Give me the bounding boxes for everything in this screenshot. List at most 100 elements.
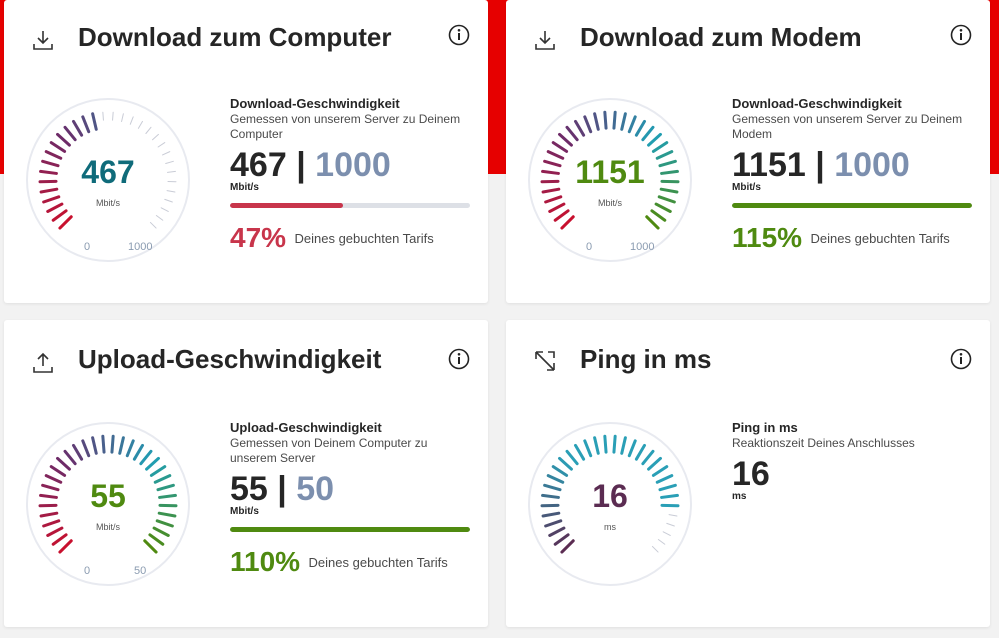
gauge-tick: [651, 141, 669, 153]
metric-description: Gemessen von unserem Server zu Deinem Co…: [230, 112, 461, 141]
percent-value: 115%: [732, 222, 803, 253]
gauge-tick: [620, 436, 627, 455]
gauge-tick: [546, 474, 565, 484]
card-title: Download zum Modem: [580, 22, 862, 52]
gauge-tick: [121, 113, 124, 123]
gauge-tick: [627, 115, 637, 134]
info-icon[interactable]: [448, 348, 470, 370]
metric-unit: Mbit/s: [230, 182, 259, 193]
gauge-tick: [558, 132, 573, 147]
gauge-tick: [145, 126, 152, 134]
card-title: Upload-Geschwindigkeit: [78, 344, 382, 374]
gauge-tick: [72, 443, 84, 461]
gauge-tick: [620, 112, 627, 131]
metric-values: 16: [732, 455, 976, 493]
gauge-tick: [46, 526, 64, 537]
gauge-tick: [551, 141, 569, 153]
gauge-tick: [162, 151, 171, 156]
gauge-tick: [654, 202, 672, 213]
gauge-tick: [156, 483, 175, 492]
gauge-tick: [553, 209, 570, 222]
gauge-unit: Mbit/s: [95, 198, 120, 208]
metric-description: Gemessen von Deinem Computer zu unserem …: [230, 436, 428, 465]
gauge-tick: [641, 125, 655, 142]
gauge-tick: [81, 439, 91, 458]
metric-values: 467 | 1000: [230, 146, 474, 184]
gauge-tick: [655, 474, 674, 484]
gauge-tick: [51, 533, 68, 546]
gauge-tick: [91, 112, 98, 131]
gauge-tick: [152, 133, 159, 141]
gauge-tick: [42, 195, 61, 204]
gauge-value: 1151: [575, 154, 645, 190]
gauge-tick: [651, 545, 659, 553]
gauge-value: 16: [592, 478, 628, 514]
upload-icon: [33, 352, 53, 373]
gauge-tick: [157, 142, 166, 148]
speed-gauge: 1151 Mbit/s 0 1000: [528, 98, 692, 262]
gauge-unit: ms: [604, 522, 616, 532]
gauge-tick: [560, 215, 575, 230]
progress-bar: [230, 527, 470, 532]
gauge-tick: [49, 465, 67, 477]
value-separator: |: [815, 146, 825, 184]
metric-label: Download-Geschwindigkeit: [230, 96, 400, 111]
gauge-tick: [650, 209, 667, 222]
progress-fill: [732, 203, 972, 208]
gauge-tick: [143, 539, 158, 554]
metric-unit: Mbit/s: [230, 506, 259, 517]
info-icon[interactable]: [448, 24, 470, 46]
gauge-tick: [39, 187, 59, 194]
gauge-tick: [39, 493, 58, 499]
percent-value: 110%: [230, 546, 301, 577]
gauge-tick: [544, 519, 563, 528]
metric-description: Gemessen von unserem Server zu Deinem Mo…: [732, 112, 963, 141]
gauge-tick: [56, 456, 71, 471]
gauge-tick: [551, 465, 569, 477]
gauge-tick: [167, 170, 176, 173]
percent-row: 47% Deines gebuchten Tarifs: [230, 222, 474, 254]
gauge-tick: [125, 439, 135, 458]
gauge-tick: [81, 115, 91, 134]
gauge-tick: [560, 539, 575, 554]
gauge-tick: [574, 443, 586, 461]
gauge-tick: [63, 449, 77, 466]
gauge-min-label: 0: [84, 241, 91, 253]
speed-gauge: 467 Mbit/s 0 1000: [26, 98, 190, 262]
gauge-tick: [583, 115, 593, 134]
progress-bar: [230, 203, 470, 208]
gauge-tick: [541, 187, 561, 194]
gauge-tick: [546, 150, 565, 160]
gauge-tick: [660, 169, 679, 175]
gauge-min-label: 0: [586, 241, 593, 253]
gauge-value: 467: [81, 154, 135, 190]
info-icon[interactable]: [950, 348, 972, 370]
gauge-tick: [101, 434, 106, 454]
gauge-tick: [627, 439, 637, 458]
target-value: 1000: [315, 146, 391, 184]
gauge-tick: [658, 483, 677, 492]
download-icon: [535, 31, 555, 50]
gauge-tick: [139, 449, 153, 466]
metric-unit: ms: [732, 491, 747, 502]
gauge-tick: [155, 519, 174, 528]
metric-panel: Download-Geschwindigkeit Gemessen von un…: [230, 96, 474, 254]
gauge-tick: [51, 209, 68, 222]
value-separator: |: [296, 146, 306, 184]
percent-value: 47%: [230, 222, 287, 253]
metric-label: Download-Geschwindigkeit: [732, 96, 902, 111]
percent-text: Deines gebuchten Tarifs: [810, 230, 950, 246]
gauge-tick: [58, 215, 73, 230]
info-icon[interactable]: [950, 24, 972, 46]
metric-panel: Download-Geschwindigkeit Gemessen von un…: [732, 96, 976, 254]
gauge-tick: [158, 493, 177, 499]
percent-text: Deines gebuchten Tarifs: [294, 230, 434, 246]
metric-description: Reaktionszeit Deines Anschlusses: [732, 436, 915, 450]
gauge-tick: [145, 456, 160, 471]
gauge-tick: [548, 526, 566, 537]
gauge-tick: [651, 465, 669, 477]
gauge-tick: [657, 539, 666, 545]
metric-label: Upload-Geschwindigkeit: [230, 420, 382, 435]
gauge-tick: [612, 434, 617, 454]
gauge-tick: [647, 456, 662, 471]
